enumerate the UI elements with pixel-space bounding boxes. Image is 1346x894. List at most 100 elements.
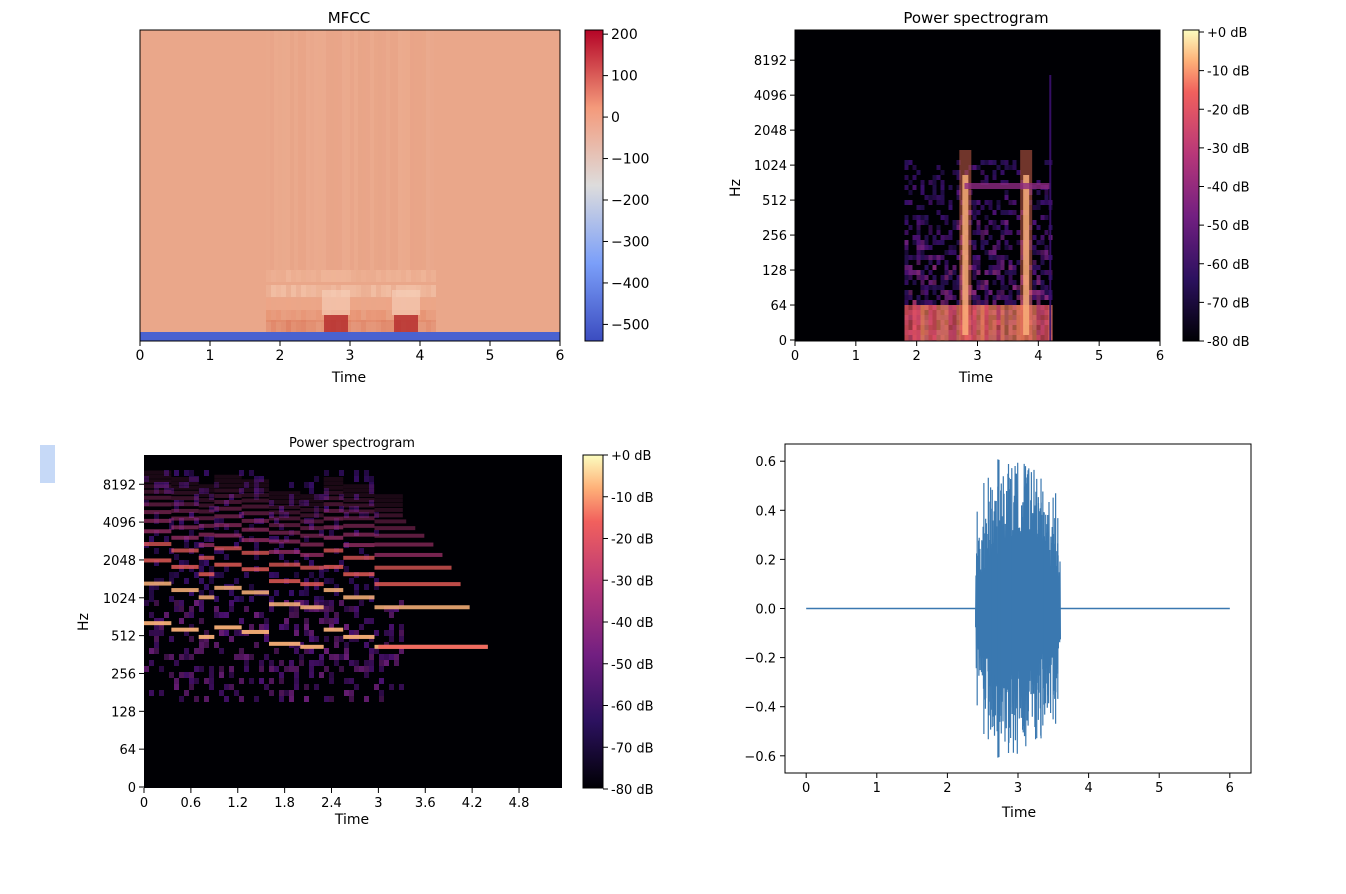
spectrogram-cell	[194, 500, 199, 506]
spectrogram-cell	[294, 672, 299, 678]
spectrogram-cell	[284, 690, 289, 696]
spectrogram-cell	[948, 295, 953, 300]
spectrogram-low-band	[1008, 305, 1013, 341]
spectrogram-harmonic	[269, 641, 301, 646]
spectrogram-cell	[309, 524, 314, 530]
mfcc-cell	[431, 270, 436, 282]
spectrogram-cell	[968, 165, 973, 170]
spectrogram-cell	[916, 260, 921, 265]
mfcc-cell	[371, 298, 376, 310]
spectrogram-cell	[324, 488, 329, 494]
mfcc-cell	[306, 298, 311, 310]
colorbar-tick-label: -30 dB	[611, 574, 654, 589]
y-tick-label: 1024	[103, 592, 136, 607]
spectrogram-cell	[940, 215, 945, 220]
spectrogram-cell	[972, 290, 977, 295]
spectrogram-cell	[980, 245, 985, 250]
spectrogram-cell	[194, 476, 199, 482]
spectrogram-cell	[992, 270, 997, 275]
spectrogram-cell	[936, 285, 941, 290]
spectrogram-cell	[334, 654, 339, 660]
spectrogram-low-band	[920, 305, 925, 341]
mfcc-cell	[421, 320, 426, 332]
cell-selection-marker[interactable]	[40, 445, 55, 483]
x-tick-label: 2	[276, 348, 285, 364]
spectrogram-cell	[1004, 295, 1009, 300]
spectrogram-cell	[329, 578, 334, 584]
spectrogram-cell	[1044, 285, 1049, 290]
spectrogram-cell	[239, 596, 244, 602]
spectrogram-cell	[1032, 220, 1037, 225]
spectrogram-cell	[154, 548, 159, 554]
spectrogram-harmonic	[171, 627, 199, 632]
spectrogram-cell	[149, 660, 154, 666]
spectrogram-cell	[239, 678, 244, 684]
spectrogram-cell	[144, 476, 149, 482]
spectrogram-cell	[1000, 230, 1005, 235]
spectrogram-cell	[229, 684, 234, 690]
spectrogram-cell	[194, 572, 199, 578]
spectrogram-low-band	[940, 305, 945, 341]
spectrogram-cell	[980, 180, 985, 185]
spectrogram-cell	[314, 660, 319, 666]
spectrogram-cell	[924, 195, 929, 200]
spectrogram-cell	[936, 210, 941, 215]
mfcc-cell	[321, 270, 326, 282]
spectrogram-cell	[920, 190, 925, 195]
spectrogram-cell	[984, 240, 989, 245]
spectrogram-harmonic	[144, 495, 172, 500]
colorbar-tick-label: +0 dB	[611, 449, 651, 464]
spectrogram-cell	[274, 518, 279, 524]
spectrogram-cell	[364, 512, 369, 518]
spectrogram-low-band	[1036, 305, 1041, 341]
mfcc-cell	[398, 30, 402, 270]
spectrogram-cell	[294, 612, 299, 618]
spectrogram-harmonic	[300, 644, 324, 649]
spectrogram-cell	[976, 265, 981, 270]
x-tick-label: 4.2	[462, 796, 483, 811]
spectrogram-cell	[948, 275, 953, 280]
spectrogram-cell	[1004, 180, 1009, 185]
spectrogram-cell	[219, 648, 224, 654]
spectrogram-cell	[920, 180, 925, 185]
spectrogram-cell	[334, 590, 339, 596]
spectrogram-cell	[214, 518, 219, 524]
mfcc-cell	[291, 298, 296, 310]
spectrogram-cell	[1032, 290, 1037, 295]
colorbar-gradient	[582, 454, 604, 789]
mfcc-cell	[286, 320, 291, 332]
spectrogram-low-band	[1032, 305, 1037, 341]
spectrogram-cell	[304, 482, 309, 488]
spectrogram-cell	[219, 572, 224, 578]
spectrogram-low-band	[1012, 305, 1017, 341]
spectrogram-cell	[1004, 285, 1009, 290]
y-tick-label: 0.4	[755, 504, 776, 519]
spectrogram-cell	[209, 506, 214, 512]
spectrogram-cell	[354, 494, 359, 500]
spectrogram-cell	[214, 606, 219, 612]
spectrogram-harmonic	[198, 493, 215, 498]
spectrogram-cell	[940, 285, 945, 290]
spectrogram-cell	[214, 548, 219, 554]
spectrogram-cell	[924, 285, 929, 290]
spectrogram-cell	[940, 275, 945, 280]
spectrogram-cell	[374, 512, 379, 518]
spectrogram-harmonic	[144, 621, 172, 626]
spectrogram-cell	[1020, 275, 1025, 280]
spectrogram-cell	[189, 654, 194, 660]
spectrogram-cell	[984, 175, 989, 180]
spectrogram-harmonic	[300, 565, 324, 570]
spectrogram-cell	[289, 666, 294, 672]
spectrogram-cell	[279, 672, 284, 678]
spectrogram-cell	[179, 618, 184, 624]
spectrogram-cell	[329, 654, 334, 660]
spectrogram-cell	[948, 205, 953, 210]
x-tick-label: 1	[852, 349, 860, 364]
mfcc-cell	[411, 270, 416, 282]
mfcc-cell	[376, 310, 381, 322]
spectrogram-cell	[219, 548, 224, 554]
mfcc-cell	[386, 320, 391, 332]
spectrogram-cell	[912, 175, 917, 180]
spectrogram-harmonic	[198, 555, 215, 560]
